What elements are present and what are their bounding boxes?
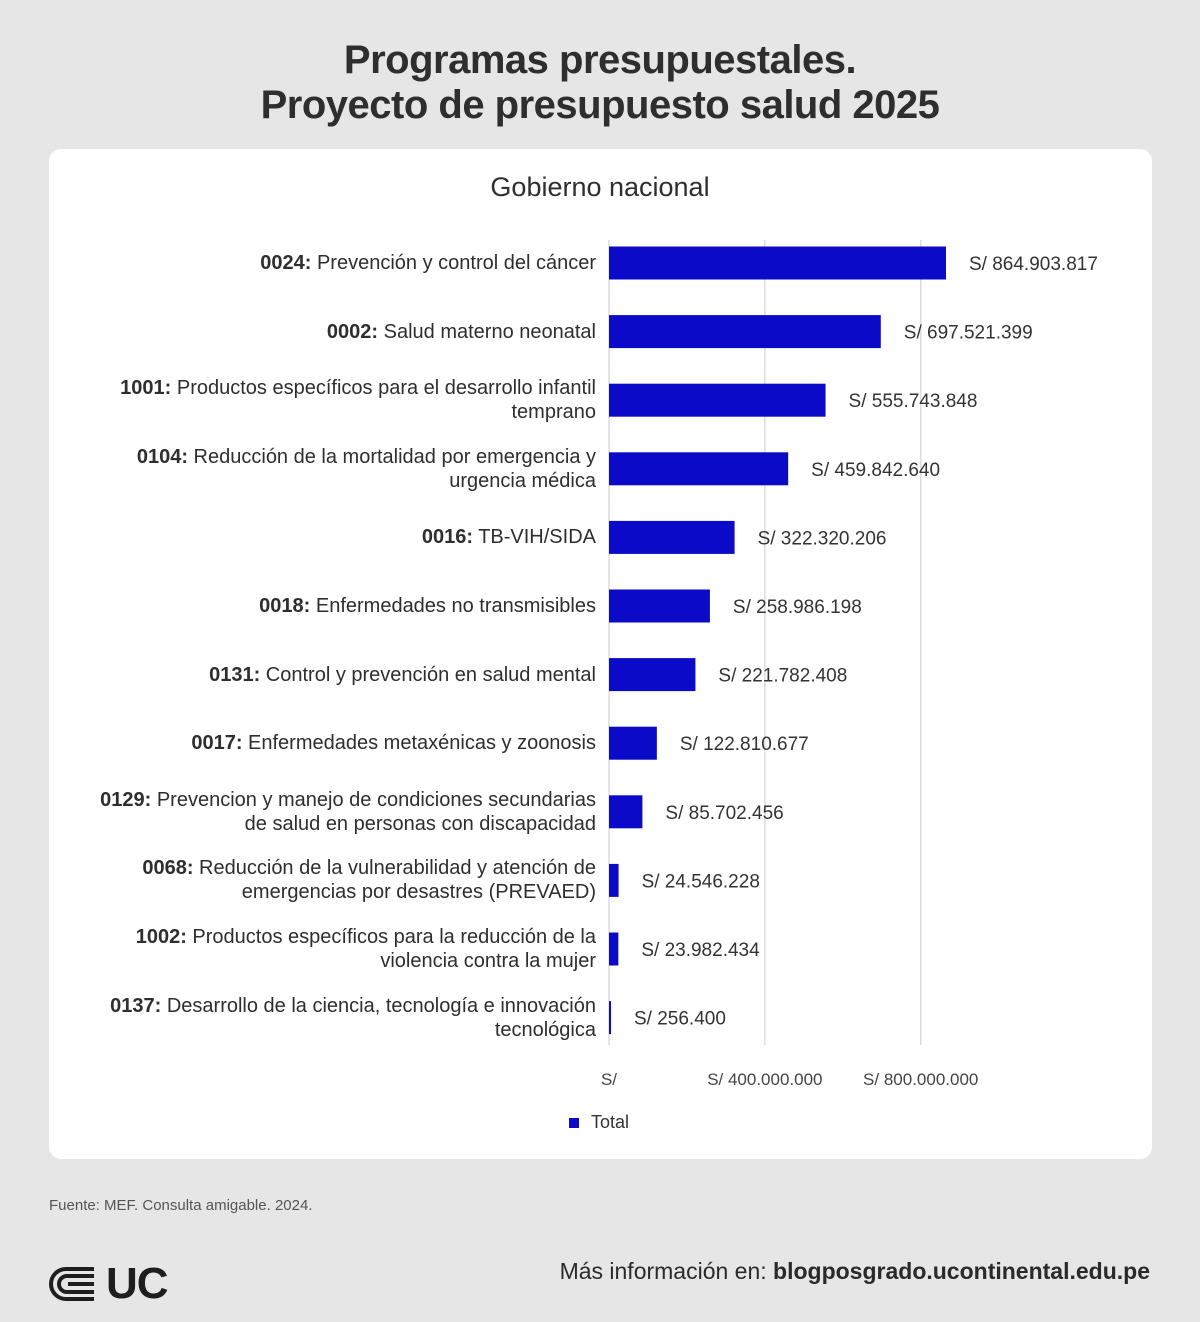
page-title: Programas presupuestales. Proyecto de pr… xyxy=(0,38,1200,128)
category-code: 0131: xyxy=(209,663,261,686)
category-text: Productos específicos para la reducción … xyxy=(186,926,596,972)
bar xyxy=(609,863,619,897)
category-text: Enfermedades metaxénicas y zoonosis xyxy=(242,732,596,755)
category-code: 0018: xyxy=(259,595,311,617)
more-info: Más información en: blogposgrado.ucontin… xyxy=(560,1258,1150,1285)
category-label: 1001: Productos específicos para el desa… xyxy=(96,376,596,424)
bar xyxy=(609,1001,611,1035)
bar xyxy=(609,452,789,486)
category-label: 0002: Salud materno neonatal xyxy=(96,320,596,344)
category-label: 0016: TB-VIH/SIDA xyxy=(96,525,596,549)
category-text: Control y prevención en salud mental xyxy=(260,663,596,686)
category-label: 0017: Enfermedades metaxénicas y zoonosi… xyxy=(96,731,596,755)
data-label: S/ 122.810.677 xyxy=(680,734,809,755)
category-text: Prevencion y manejo de condiciones secun… xyxy=(151,788,596,835)
category-code: 1002: xyxy=(135,926,187,948)
category-label: 0104: Reducción de la mortalidad por eme… xyxy=(96,445,596,493)
bar xyxy=(609,589,710,623)
bar xyxy=(609,795,643,829)
category-text: Desarrollo de la ciencia, tecnología e i… xyxy=(161,994,596,1041)
category-label: 1002: Productos específicos para la redu… xyxy=(96,925,596,973)
category-code: 0104: xyxy=(136,445,188,468)
bar xyxy=(609,658,696,692)
category-text: Reducción de la vulnerabilidad y atenció… xyxy=(193,857,596,904)
x-tick-label: S/ xyxy=(601,1070,617,1089)
category-text: Productos específicos para el desarrollo… xyxy=(171,377,596,424)
category-label: 0137: Desarrollo de la ciencia, tecnolog… xyxy=(96,994,596,1042)
data-label: S/ 555.743.848 xyxy=(849,391,978,412)
category-label: 0068: Reducción de la vulnerabilidad y a… xyxy=(96,856,596,904)
data-label: S/ 85.702.456 xyxy=(665,803,783,824)
uc-logo-icon xyxy=(49,1267,94,1301)
uc-logo: UC xyxy=(48,1259,169,1308)
category-text: TB-VIH/SIDA xyxy=(473,526,596,549)
source-note: Fuente: MEF. Consulta amigable. 2024. xyxy=(49,1197,313,1214)
category-code: 0017: xyxy=(191,732,243,755)
category-label: 0129: Prevencion y manejo de condiciones… xyxy=(96,788,596,836)
category-code: 0068: xyxy=(142,857,194,880)
category-code: 0024: xyxy=(260,252,312,274)
title-line-1: Programas presupuestales. xyxy=(343,38,857,82)
bar xyxy=(609,932,619,966)
bar xyxy=(609,383,826,417)
data-label: S/ 459.842.640 xyxy=(811,460,940,481)
chart-legend: Total xyxy=(569,1112,629,1133)
chart-subtitle: Gobierno nacional xyxy=(490,172,710,202)
category-text: Salud materno neonatal xyxy=(378,320,596,343)
data-label: S/ 697.521.399 xyxy=(904,323,1033,344)
data-label: S/ 256.400 xyxy=(634,1009,726,1030)
category-label: 0131: Control y prevención en salud ment… xyxy=(96,663,596,687)
category-text: Enfermedades no transmisibles xyxy=(310,595,596,617)
category-code: 0002: xyxy=(326,320,379,343)
legend-label: Total xyxy=(591,1112,630,1132)
bar xyxy=(609,246,946,280)
title-line-2: Proyecto de presupuesto salud 2025 xyxy=(260,83,940,127)
category-text: Reducción de la mortalidad por emergenci… xyxy=(188,445,596,492)
legend-swatch xyxy=(569,1117,579,1128)
category-code: 0129: xyxy=(100,788,152,811)
category-label: 0018: Enfermedades no transmisibles xyxy=(96,594,596,618)
chart-card xyxy=(49,149,1152,1159)
data-label: S/ 864.903.817 xyxy=(969,254,1098,275)
data-label: S/ 24.546.228 xyxy=(642,871,760,892)
data-label: S/ 322.320.206 xyxy=(758,528,887,549)
bar xyxy=(609,315,881,349)
x-tick-label: S/ 800.000.000 xyxy=(863,1070,978,1089)
more-info-link[interactable]: blogposgrado.ucontinental.edu.pe xyxy=(773,1258,1150,1284)
data-label: S/ 258.986.198 xyxy=(733,597,862,618)
category-code: 0137: xyxy=(110,994,162,1017)
logo-text: UC xyxy=(106,1259,169,1308)
more-info-prefix: Más información en: xyxy=(559,1258,774,1284)
category-label: 0024: Prevención y control del cáncer xyxy=(96,251,596,275)
data-label: S/ 23.982.434 xyxy=(641,940,760,961)
category-code: 1001: xyxy=(120,377,172,400)
category-code: 0016: xyxy=(421,526,473,549)
bar xyxy=(609,726,657,760)
bar-chart: S/S/ 400.000.000 S/ 800.000.000 S/ 864.903… xyxy=(601,240,1098,1089)
category-text: Prevención y control del cáncer xyxy=(311,252,596,274)
bar xyxy=(609,520,735,554)
x-tick-label: S/ 400.000.000 xyxy=(707,1070,822,1089)
data-label: S/ 221.782.408 xyxy=(718,666,847,687)
